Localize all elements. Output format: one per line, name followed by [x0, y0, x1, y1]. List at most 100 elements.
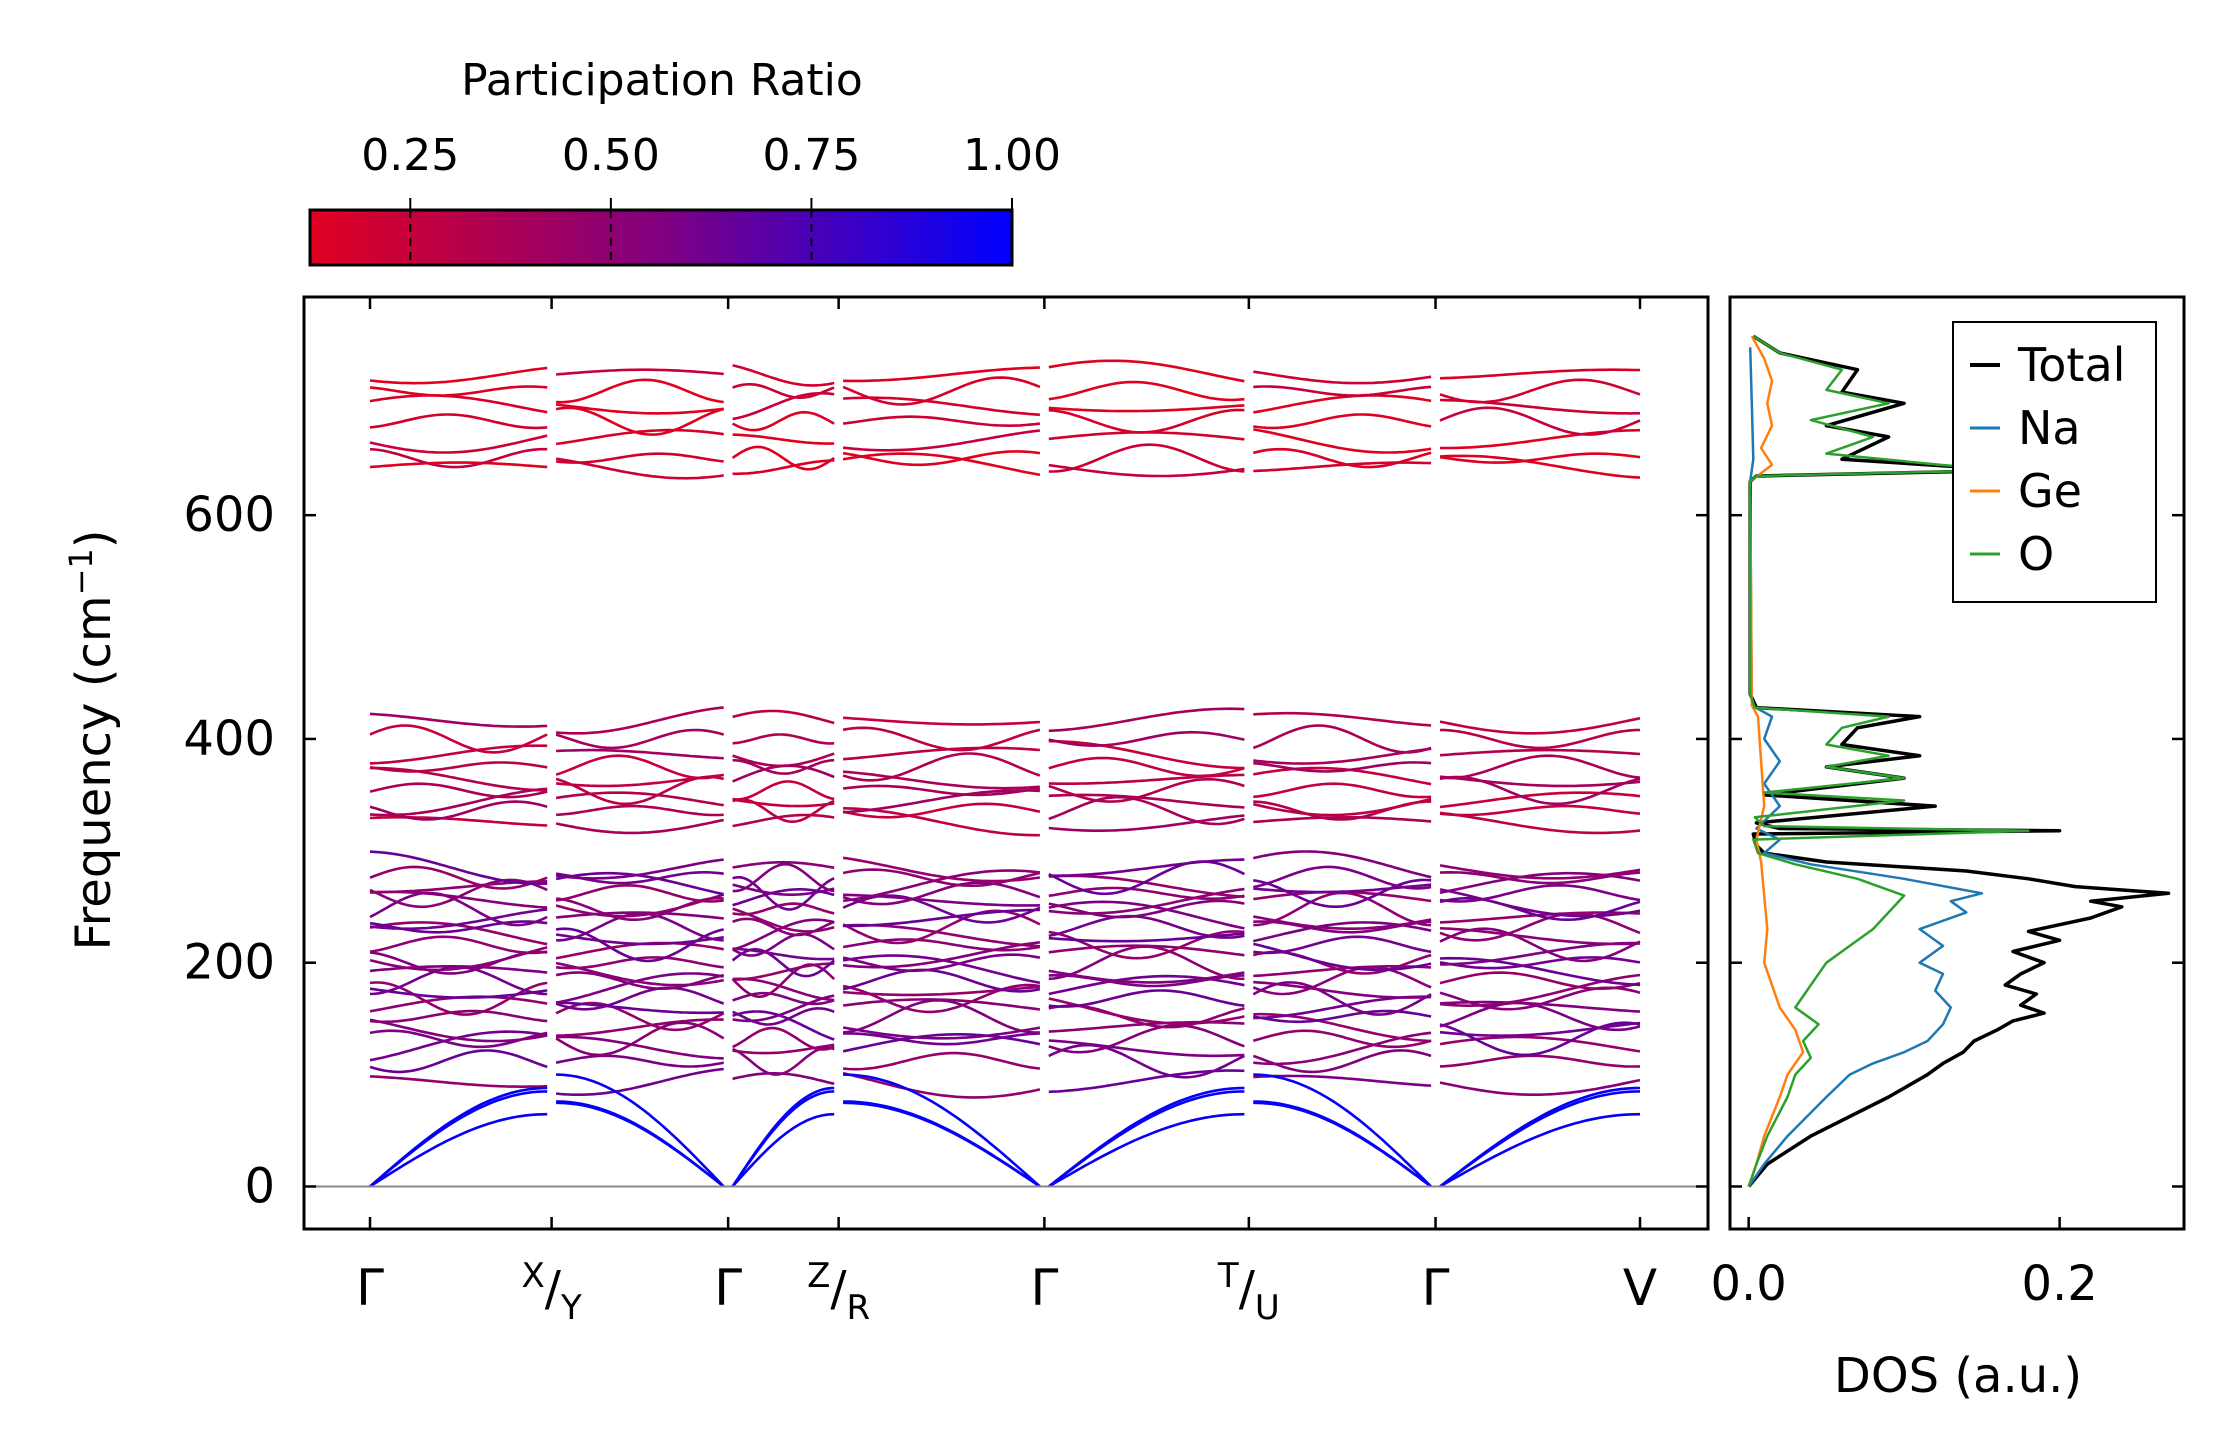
phonon-band [1048, 1039, 1245, 1058]
acoustic-band [1253, 1073, 1433, 1188]
phonon-band [369, 850, 548, 886]
colorbar-ticks: 0.25 0.50 0.75 1.00 [361, 130, 1061, 265]
frequency-tick-label: 400 [183, 711, 275, 767]
acoustic-band [556, 1073, 725, 1188]
phonon-band [1439, 1021, 1641, 1057]
phonon-band [1439, 406, 1641, 436]
phonon-band [1253, 394, 1432, 414]
phonon-band [555, 775, 724, 806]
phonon-band [842, 1071, 1041, 1099]
phonon-band [731, 932, 835, 957]
band-lines [369, 359, 1641, 1188]
phonon-band [369, 964, 548, 974]
phonon-band [1048, 408, 1245, 434]
phonon-band [555, 972, 724, 1004]
phonon-band [842, 784, 1041, 797]
phonon-band [842, 770, 1040, 790]
dos-xtick-label: 0.2 [2021, 1256, 2097, 1312]
phonon-band [732, 798, 835, 824]
phonon-band [732, 862, 835, 893]
phonon-band [555, 933, 724, 946]
phonon-band [1253, 865, 1432, 890]
kpoint-label: X/Y [521, 1256, 581, 1328]
kpoint-label-suffix: Y [560, 1288, 582, 1328]
phonon-band [555, 1021, 725, 1057]
phonon-band [369, 744, 548, 765]
phonon-band [842, 881, 1041, 906]
phonon-band [842, 429, 1041, 452]
phonon-band [369, 434, 548, 454]
phonon-band [1048, 1004, 1245, 1029]
phonon-band [1253, 711, 1432, 727]
phonon-band [369, 787, 548, 817]
phonon-band [1439, 811, 1641, 835]
phonon-band [555, 911, 724, 920]
phonon-band [369, 946, 548, 972]
acoustic-band [843, 1073, 1041, 1188]
frequency-tick-label: 0 [244, 1158, 275, 1214]
kpoint-label: Γ [356, 1259, 384, 1317]
phonon-band [1252, 950, 1432, 975]
dos-plot-frame [1728, 295, 2186, 1231]
phonon-band [842, 909, 1041, 945]
phonon-band [555, 941, 724, 960]
phonon-band [1048, 777, 1245, 803]
phonon-band [556, 1001, 724, 1015]
phonon-band [1048, 814, 1245, 833]
acoustic-band [731, 1090, 835, 1188]
phonon-band [732, 364, 835, 387]
phonon-band [1439, 973, 1641, 1008]
phonon-band [1439, 1054, 1641, 1068]
phonon-band [1253, 1074, 1432, 1087]
phonon-band [732, 433, 835, 445]
phonon-band [1048, 793, 1245, 809]
frequency-axis-ticks: 0 200 400 600 [183, 487, 1708, 1214]
phonon-band [555, 961, 724, 987]
phonon-band [1048, 404, 1245, 413]
kpoint-label: Γ [1422, 1259, 1450, 1317]
phonon-band [1439, 775, 1641, 788]
phonon-band [732, 752, 835, 768]
phonon-band [555, 858, 724, 880]
acoustic-band [1439, 1086, 1641, 1188]
kpoint-label-prefix: X [521, 1256, 544, 1296]
phonon-band [1439, 912, 1641, 942]
phonon-band [1048, 739, 1245, 770]
kpoint-label: Γ [1030, 1259, 1058, 1317]
phonon-band [1253, 890, 1432, 903]
dos-axis-label: DOS (a.u.) [1834, 1348, 2082, 1404]
phonon-band [1439, 896, 1641, 922]
kpoint-label-prefix: T [1217, 1256, 1239, 1296]
phonon-band [732, 1043, 835, 1055]
phonon-band [842, 1033, 1041, 1053]
phonon-band [1252, 1049, 1432, 1074]
phonon-band [732, 410, 835, 432]
legend-label: Total [2017, 338, 2125, 392]
phonon-band [1252, 1029, 1432, 1049]
phonon-band [732, 994, 835, 1023]
phonon-band [1048, 874, 1245, 898]
kpoint-label-suffix: U [1255, 1288, 1280, 1328]
kpoint-label-prefix: Z [807, 1256, 830, 1296]
kpoint-label-slash: / [1239, 1261, 1256, 1317]
phonon-band [555, 452, 724, 464]
phonon-band [732, 459, 835, 476]
dos-lines [1747, 334, 2171, 1188]
phonon-band [369, 1075, 548, 1088]
phonon-band [369, 782, 548, 799]
legend-label: Na [2018, 401, 2081, 455]
phonon-band [842, 968, 1041, 993]
phonon-band [842, 1051, 1041, 1071]
phonon-band [732, 813, 835, 828]
phonon-band [732, 918, 835, 951]
frequency-tick-label: 200 [183, 935, 275, 991]
acoustic-band [1048, 1112, 1245, 1188]
phonon-band [843, 1032, 1040, 1046]
dos-legend: Total Na Ge O [1952, 321, 2157, 603]
phonon-band [556, 1018, 724, 1037]
acoustic-band [1048, 1090, 1245, 1188]
phonon-band [1253, 428, 1432, 454]
phonon-band [1048, 443, 1245, 473]
acoustic-band [1253, 1101, 1432, 1188]
